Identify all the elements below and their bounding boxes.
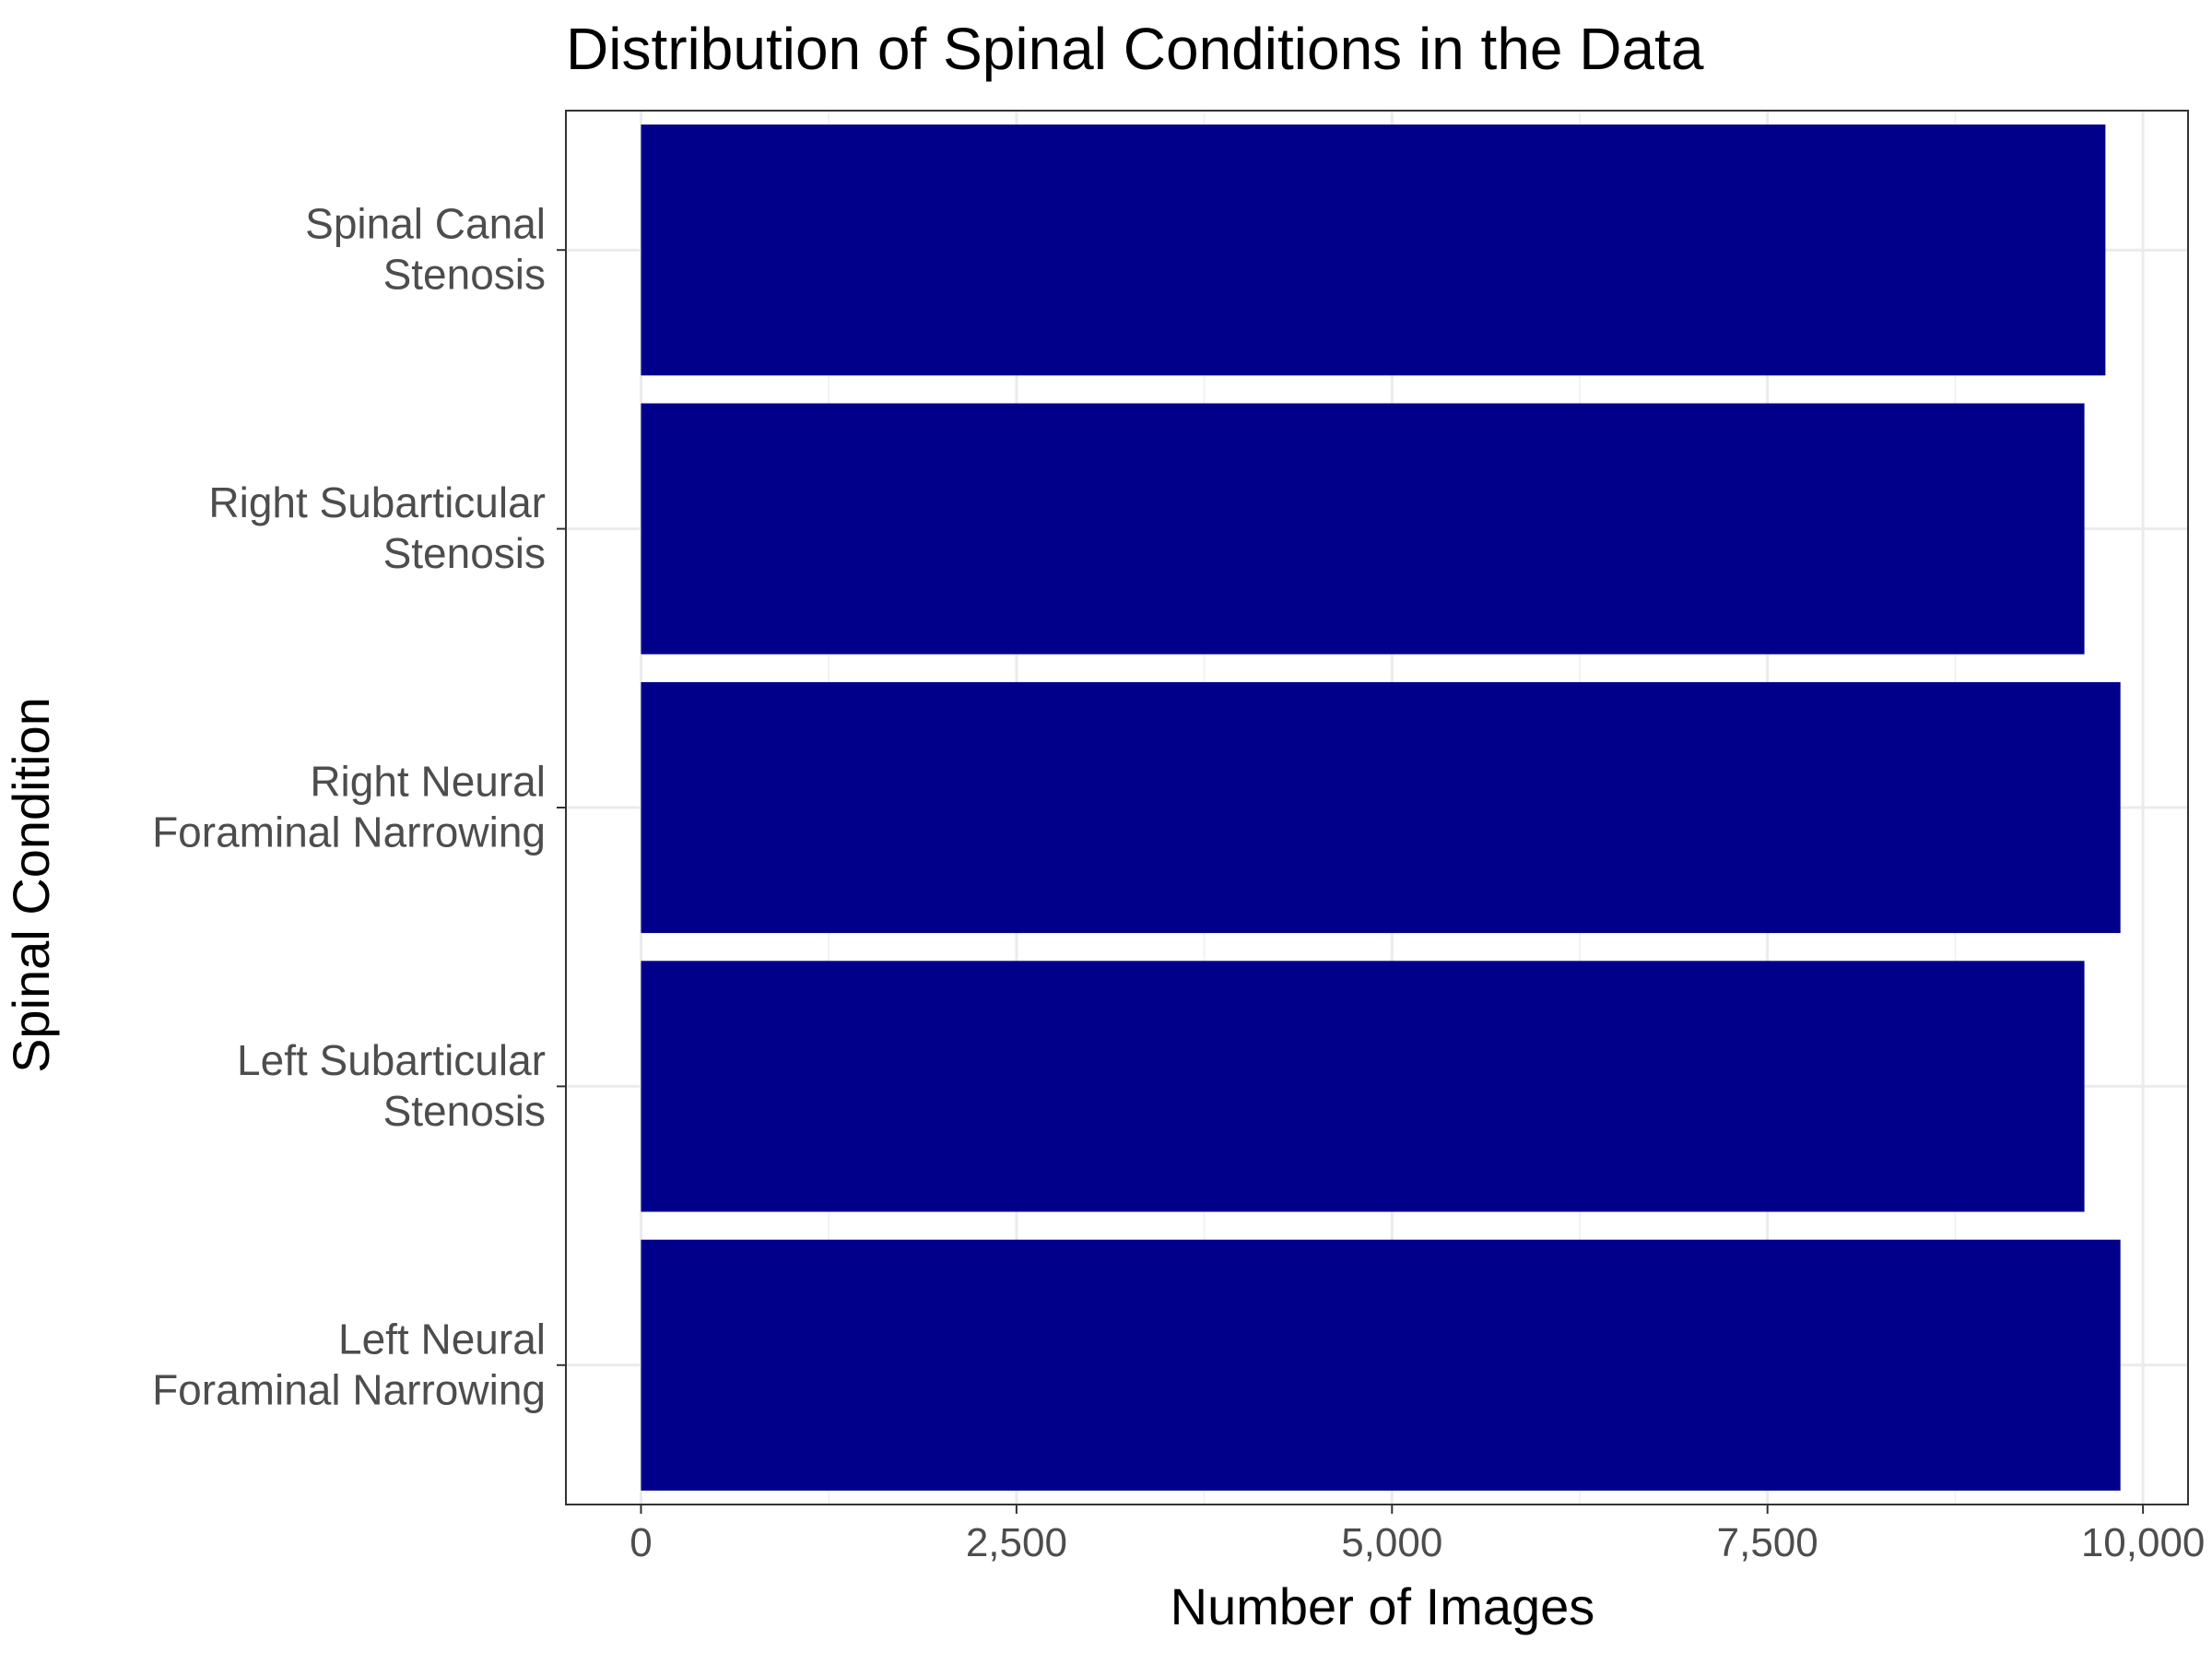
bar-right-neural-foraminal-narrowing [641, 681, 2121, 934]
x-tick-label: 10,000 [2081, 1520, 2206, 1565]
bar-left-subarticular-stenosis [641, 961, 2085, 1212]
y-tick-label: Spinal Canal [305, 200, 546, 248]
x-axis-title: Number of Images [1171, 1577, 1595, 1635]
y-axis-title: Spinal Condition [2, 697, 60, 1073]
chart-title: Distribution of Spinal Conditions in the… [566, 16, 1704, 82]
y-tick-label: Foraminal Narrowing [152, 1365, 546, 1413]
x-tick-label: 2,500 [966, 1520, 1067, 1565]
bar-spinal-canal-stenosis [641, 124, 2106, 376]
y-tick-label: Stenosis [383, 251, 546, 299]
x-tick-label: 0 [629, 1520, 652, 1565]
y-tick-label: Stenosis [383, 1087, 546, 1135]
bar-left-neural-foraminal-narrowing [641, 1239, 2121, 1491]
y-tick-label: Left Neural [338, 1315, 546, 1363]
x-tick-label: 7,500 [1717, 1520, 1818, 1565]
y-tick-label: Foraminal Narrowing [152, 808, 546, 856]
y-tick-label: Right Neural [310, 758, 546, 806]
y-tick-label: Left Subarticular [237, 1036, 546, 1084]
y-tick-label: Right Subarticular [208, 478, 546, 526]
bar-right-subarticular-stenosis [641, 403, 2085, 655]
y-tick-label: Stenosis [383, 529, 546, 577]
x-tick-label: 5,000 [1341, 1520, 1442, 1565]
